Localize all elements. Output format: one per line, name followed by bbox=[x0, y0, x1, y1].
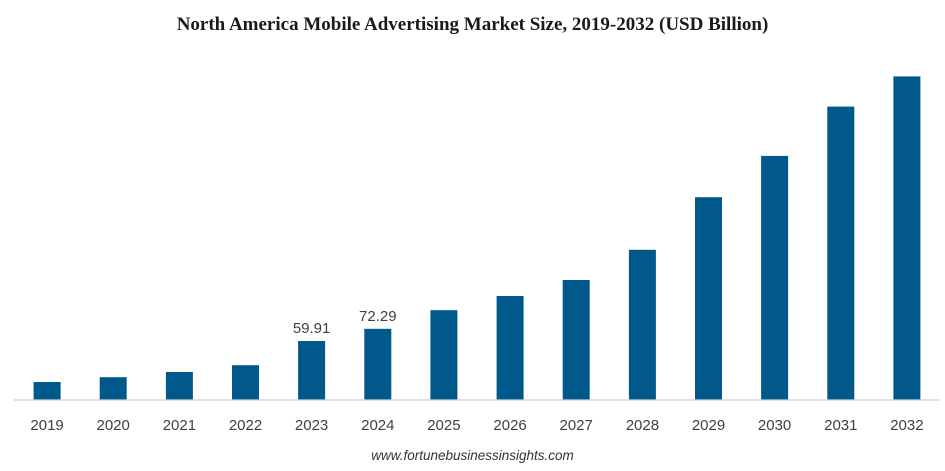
x-tick-2027: 2027 bbox=[560, 417, 593, 434]
x-tick-2024: 2024 bbox=[361, 417, 394, 434]
x-tick-2021: 2021 bbox=[163, 417, 196, 434]
bar-2029 bbox=[695, 197, 722, 400]
bar-2031 bbox=[827, 106, 855, 400]
x-tick-2029: 2029 bbox=[692, 417, 725, 434]
data-labels: 59.91 72.29 bbox=[293, 308, 397, 337]
x-tick-2030: 2030 bbox=[758, 417, 791, 434]
data-label-2023: 59.91 bbox=[293, 320, 331, 337]
x-tick-2020: 2020 bbox=[97, 417, 130, 434]
x-tick-2025: 2025 bbox=[427, 417, 460, 434]
x-tick-2032: 2032 bbox=[890, 417, 923, 434]
bar-2025 bbox=[430, 310, 458, 400]
x-tick-2023: 2023 bbox=[295, 417, 328, 434]
x-tick-2031: 2031 bbox=[824, 417, 857, 434]
bar-2028 bbox=[628, 249, 656, 400]
data-label-2024: 72.29 bbox=[359, 308, 397, 325]
bar-2019 bbox=[33, 382, 61, 400]
bar-2027 bbox=[562, 280, 590, 400]
x-tick-2019: 2019 bbox=[30, 417, 63, 434]
bar-2023 bbox=[298, 341, 326, 400]
bar-2024 bbox=[364, 328, 392, 400]
bar-2030 bbox=[761, 155, 789, 400]
bars-group bbox=[33, 76, 921, 401]
chart-title: North America Mobile Advertising Market … bbox=[176, 14, 769, 35]
bar-2032 bbox=[893, 76, 921, 401]
x-tick-2026: 2026 bbox=[493, 417, 526, 434]
bar-2026 bbox=[496, 296, 524, 400]
source-watermark: www.fortunebusinessinsights.com bbox=[371, 448, 574, 463]
x-tick-labels: 2019 2020 2021 2022 2023 2024 2025 2026 2027 2028… bbox=[30, 417, 923, 434]
bar-2022 bbox=[232, 365, 259, 400]
x-tick-2022: 2022 bbox=[229, 417, 262, 434]
bar-2021 bbox=[165, 372, 193, 400]
bar-2020 bbox=[99, 377, 127, 400]
x-tick-2028: 2028 bbox=[626, 417, 659, 434]
